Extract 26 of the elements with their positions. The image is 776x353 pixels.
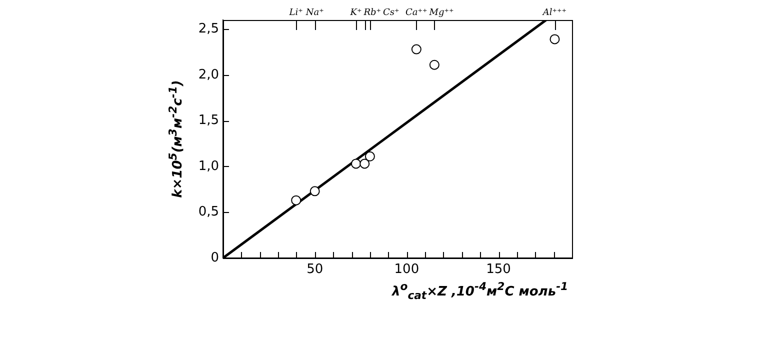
y-tick-label: 2,0: [198, 67, 219, 82]
text: K⁺: [349, 8, 362, 18]
point: [364, 151, 375, 162]
x-tick-label: 100: [394, 262, 420, 278]
point: [429, 60, 440, 70]
text: Mg⁺⁺: [428, 8, 454, 18]
text: λ$^{o}$$_{cat}$×Z ,10$^{-4}$м$^{2}$С моль$^{-1}$: [392, 280, 568, 302]
x-tick-label: 150: [486, 262, 511, 278]
text: Cs⁺: [383, 8, 400, 18]
point: [350, 158, 361, 169]
x-tick-label: 50: [306, 262, 324, 278]
point: [310, 186, 320, 196]
text: Al⁺⁺⁺: [542, 8, 567, 18]
y-tick-label: 0: [210, 250, 219, 266]
y-tick-label: 2,5: [198, 22, 219, 37]
y-tick-label: 1,5: [198, 113, 219, 128]
point: [411, 44, 422, 54]
point: [291, 195, 302, 206]
y-tick-label: 1,0: [198, 158, 219, 174]
y-tick-label: 0,5: [198, 204, 219, 220]
text: Na⁺: [304, 8, 324, 18]
point: [360, 158, 370, 169]
text: Rb⁺: [362, 8, 382, 18]
text: Li⁺: [288, 8, 304, 18]
text: Ca⁺⁺: [406, 8, 428, 18]
point: [550, 34, 560, 44]
